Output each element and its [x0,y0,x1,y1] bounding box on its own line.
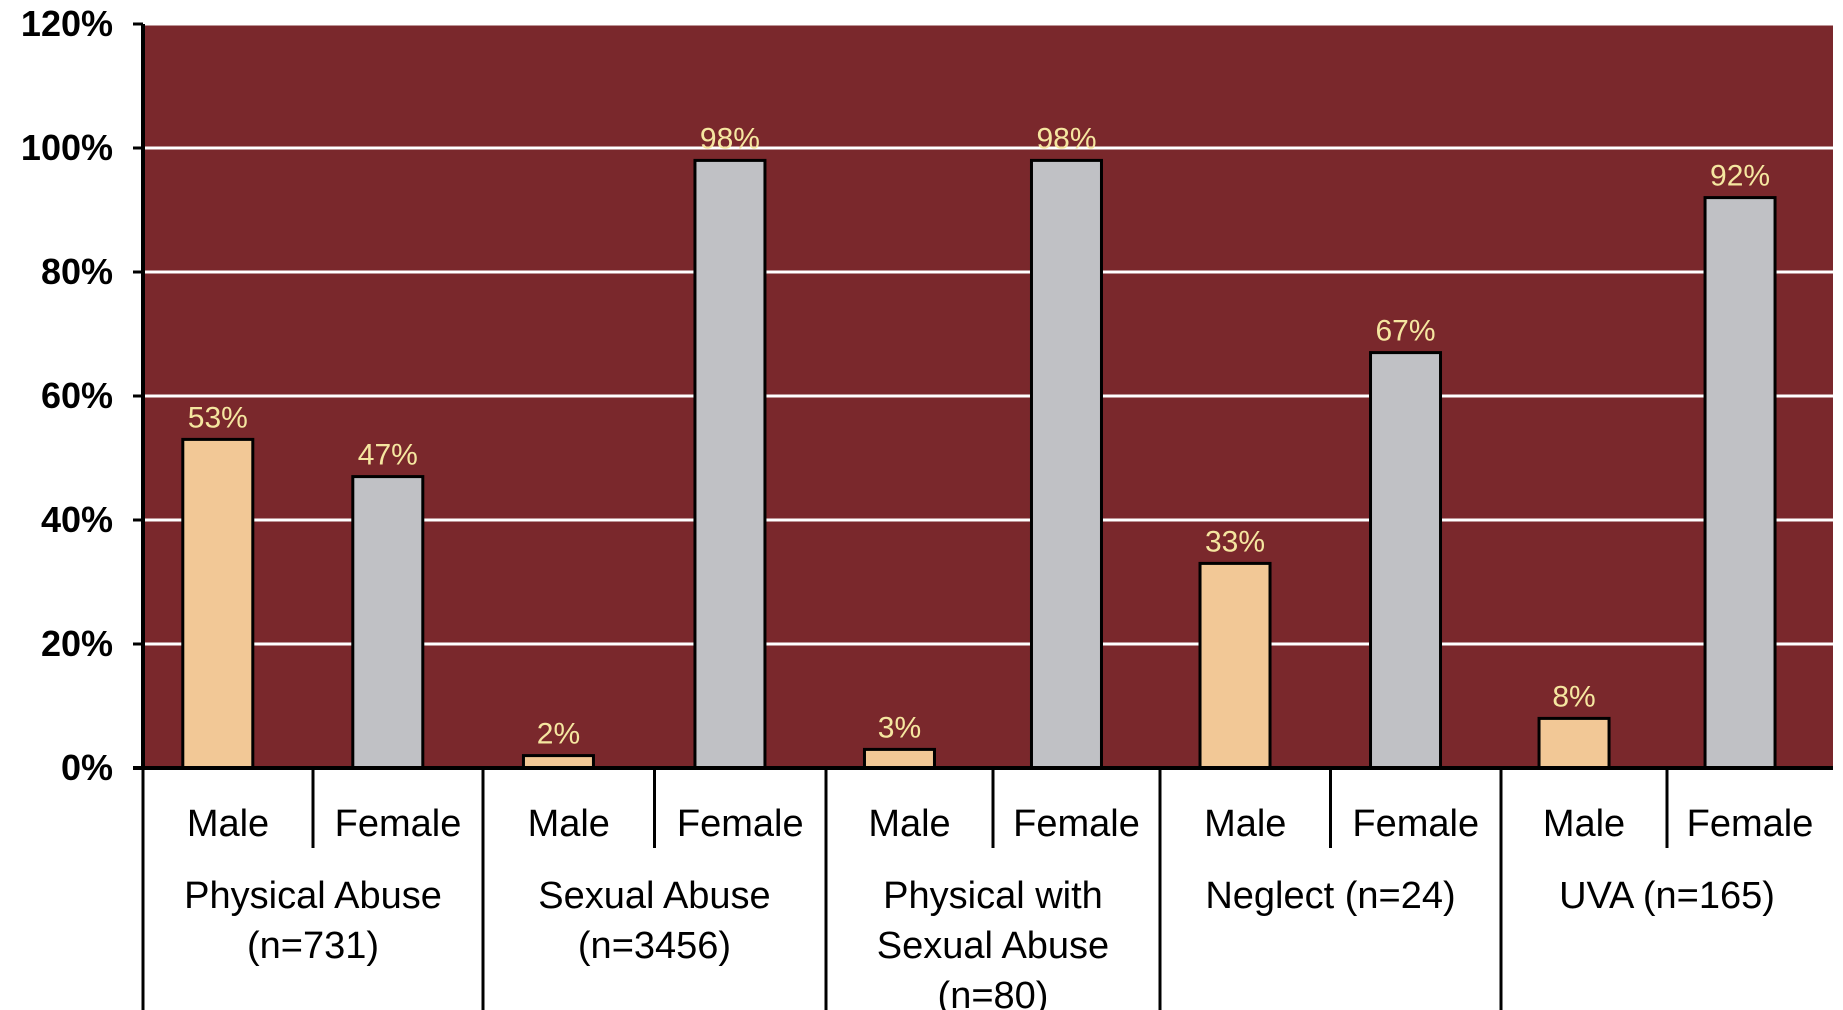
x-axis-categories: Male Female Physical Abuse (n=731) Male Femal… [184,803,1813,1010]
x-category-male: Male [187,803,269,845]
y-tick-label: 20% [41,623,113,664]
data-label: 98% [700,122,760,155]
x-group-label: (n=80) [938,975,1049,1010]
y-tick-label: 0% [61,747,113,788]
data-label: 92% [1710,160,1770,193]
x-category-female: Female [1687,803,1814,845]
x-category-female: Female [335,803,462,845]
bar-male [864,749,934,768]
bar-male [1539,718,1609,768]
x-group-label: (n=3456) [578,925,731,967]
data-label: 98% [1036,122,1096,155]
x-category-female: Female [677,803,804,845]
y-tick-label: 40% [41,499,113,540]
bar-female [1031,160,1101,768]
bar-female [1705,198,1775,768]
data-label: 3% [878,711,921,744]
y-tick-label: 120% [21,3,113,44]
data-label: 8% [1552,680,1595,713]
x-group-label: Sexual Abuse [877,925,1109,967]
data-label: 47% [358,439,418,472]
bar-female [353,477,423,768]
x-category-female: Female [1013,803,1140,845]
bar-female [1371,353,1441,768]
y-tick-label: 60% [41,375,113,416]
x-group-label: Sexual Abuse [538,875,770,917]
x-category-male: Male [1543,803,1625,845]
data-label: 53% [188,401,248,434]
x-category-female: Female [1352,803,1479,845]
x-category-male: Male [868,803,950,845]
bar-female [695,160,765,768]
x-group-label: Physical Abuse [184,875,442,917]
x-group-label: Neglect (n=24) [1205,875,1455,917]
x-group-label: (n=731) [247,925,379,967]
x-category-male: Male [1204,803,1286,845]
bar-male [183,439,253,768]
x-category-male: Male [528,803,610,845]
data-label: 2% [537,718,580,751]
y-tick-label: 100% [21,127,113,168]
y-tick-label: 80% [41,251,113,292]
bar-male [1200,563,1270,768]
y-axis-ticks: 0% 20% 40% 60% 80% 100% 120% [21,3,113,788]
x-group-label: Physical with [883,875,1103,917]
data-label: 33% [1205,525,1265,558]
data-label: 67% [1375,315,1435,348]
x-group-label: UVA (n=165) [1559,875,1775,917]
